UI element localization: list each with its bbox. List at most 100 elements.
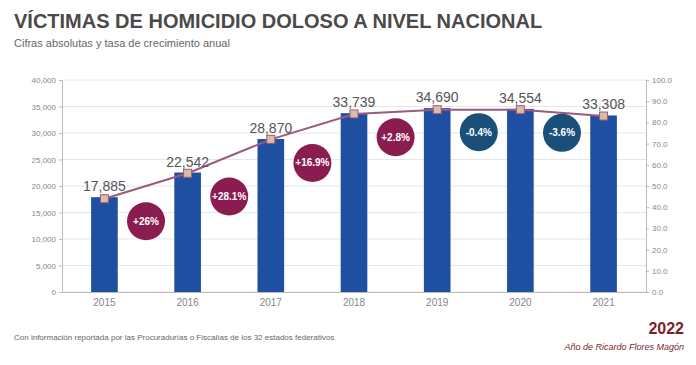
y2-tick-label: 80.0 <box>652 118 668 127</box>
bar <box>341 113 368 292</box>
y2-tick-label: 0.0 <box>652 288 664 297</box>
y2-tick: 40.0 <box>646 203 668 212</box>
y2-tick-mark <box>646 271 649 272</box>
marker <box>267 135 275 143</box>
y2-tick-label: 60.0 <box>652 161 668 170</box>
y2-tick-label: 70.0 <box>652 140 668 149</box>
chart: VÍCTIMAS DE HOMICIDIO DOLOSO A NIVEL NAC… <box>0 0 696 365</box>
x-tick: 2018 <box>343 292 366 308</box>
y-tick-label: 25,000 <box>32 156 57 165</box>
annotation: +26% <box>133 216 159 227</box>
logo-text: Año de Ricardo Flores Magón <box>563 342 684 352</box>
y-axis: 0 5,000 10,000 15,000 20,000 25,000 30,000 35,0… <box>32 76 63 297</box>
y2-tick: 30.0 <box>646 224 668 233</box>
y-tick-mark <box>59 133 62 134</box>
marker <box>516 106 524 114</box>
y2-tick-label: 20.0 <box>652 246 668 255</box>
y-tick-label: 10,000 <box>32 235 57 244</box>
y-tick: 15,000 <box>32 209 62 218</box>
logo-year: 2022 <box>648 320 684 337</box>
y-tick-label: 0 <box>52 288 57 297</box>
y2-tick: 80.0 <box>646 118 668 127</box>
y2-tick: 100.0 <box>646 76 673 85</box>
badge <box>210 178 248 216</box>
y-tick-mark <box>59 160 62 161</box>
y-tick-mark <box>59 107 62 108</box>
data-label: 34,690 <box>416 89 459 105</box>
y-tick: 40,000 <box>32 76 62 85</box>
y2-tick: 10.0 <box>646 267 668 276</box>
x-tick-label: 2016 <box>176 297 199 308</box>
y2-tick: 50.0 <box>646 182 668 191</box>
labels: 17,88522,54228,87033,73934,69034,55433,3… <box>83 89 625 194</box>
annotation: -3.6% <box>549 127 575 138</box>
x-tick-label: 2021 <box>592 297 615 308</box>
y-tick: 0 <box>52 288 62 297</box>
y2-tick-label: 30.0 <box>652 224 668 233</box>
annotation: +16.9% <box>295 157 329 168</box>
data-label: 28,870 <box>249 120 292 136</box>
bar <box>91 197 118 292</box>
y2-tick-mark <box>646 165 649 166</box>
background <box>0 0 696 365</box>
y2-tick-mark <box>646 122 649 123</box>
x-tick-label: 2020 <box>509 297 532 308</box>
y-tick-mark <box>59 292 62 293</box>
y-tick-label: 15,000 <box>32 209 57 218</box>
y-tick-mark <box>59 239 62 240</box>
x-tick-label: 2019 <box>426 297 449 308</box>
data-label: 34,554 <box>499 90 542 106</box>
badge <box>543 114 581 152</box>
y2-tick-label: 10.0 <box>652 267 668 276</box>
y-tick: 35,000 <box>32 103 62 112</box>
y-tick: 25,000 <box>32 156 62 165</box>
y2-tick-mark <box>646 207 649 208</box>
data-label: 33,308 <box>582 96 625 112</box>
badge <box>377 118 415 156</box>
y2-tick-mark <box>646 250 649 251</box>
y2-tick: 70.0 <box>646 140 668 149</box>
y-tick-label: 5,000 <box>36 262 57 271</box>
bar <box>174 173 201 292</box>
data-label: 33,739 <box>333 94 376 110</box>
plot-area <box>91 106 617 292</box>
y2-tick-mark <box>646 228 649 229</box>
x-tick: 2020 <box>509 292 532 308</box>
y2-tick-mark <box>646 144 649 145</box>
y2-tick: 90.0 <box>646 97 668 106</box>
y-tick: 30,000 <box>32 129 62 138</box>
y2-tick-mark <box>646 186 649 187</box>
y2-tick-label: 90.0 <box>652 97 668 106</box>
marker <box>184 169 192 177</box>
title: VÍCTIMAS DE HOMICIDIO DOLOSO A NIVEL NAC… <box>14 10 542 32</box>
grid <box>62 80 646 292</box>
y-tick-label: 20,000 <box>32 182 57 191</box>
y-axis-line <box>59 81 63 293</box>
x-tick: 2015 <box>93 292 116 308</box>
y2-tick-mark <box>646 101 649 102</box>
y2-tick-label: 50.0 <box>652 182 668 191</box>
x-axis-line <box>63 292 647 293</box>
y2-tick: 60.0 <box>646 161 668 170</box>
y-tick: 10,000 <box>32 235 62 244</box>
y2-tick-label: 100.0 <box>652 76 673 85</box>
data-label: 22,542 <box>166 154 209 170</box>
subtitle: Cifras absolutas y tasa de crecimiento a… <box>14 37 230 49</box>
y2-tick: 20.0 <box>646 246 668 255</box>
bar <box>257 139 284 292</box>
y2-tick: 0.0 <box>646 288 664 297</box>
y-tick-mark <box>59 80 62 81</box>
annotation: +28.1% <box>212 191 246 202</box>
badge <box>293 144 331 182</box>
y-tick-label: 30,000 <box>32 129 57 138</box>
x-tick-label: 2017 <box>260 297 283 308</box>
marker <box>350 110 358 118</box>
footnote: Con información reportada por las Procur… <box>14 333 334 342</box>
bar <box>507 109 534 292</box>
x-tick: 2021 <box>592 292 615 308</box>
y-tick-label: 40,000 <box>32 76 57 85</box>
annotations: +26%+28.1%+16.9%+2.8%-0.4%-3.6% <box>127 113 581 240</box>
x-tick: 2017 <box>260 292 283 308</box>
x-tick-label: 2018 <box>343 297 366 308</box>
y-tick-mark <box>59 266 62 267</box>
